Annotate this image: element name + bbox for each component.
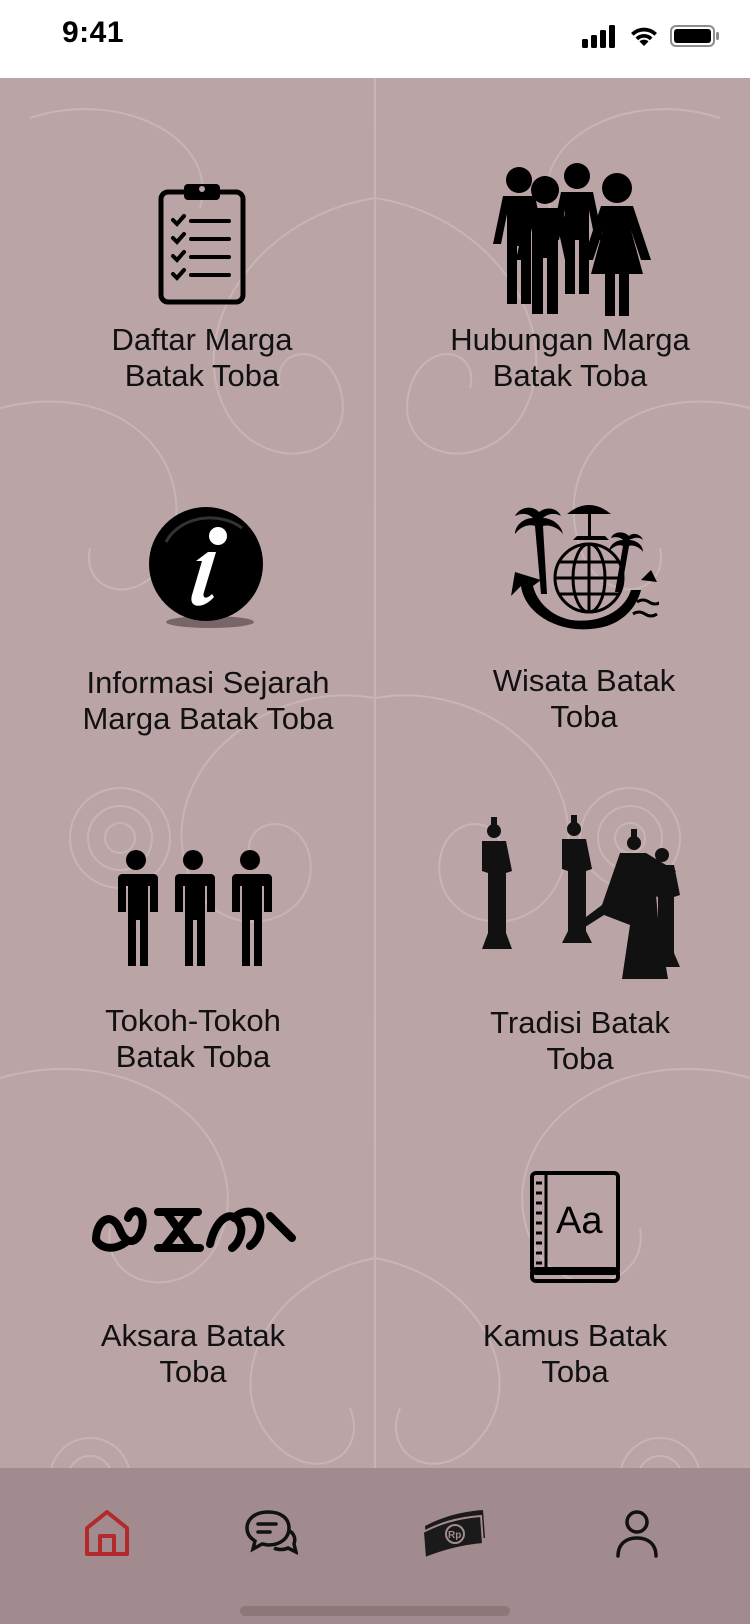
menu-hubungan-marga-label: Hubungan Marga Batak Toba xyxy=(450,322,690,393)
chat-bubbles-icon xyxy=(245,1510,298,1555)
menu-tradisi-label: Tradisi Batak Toba xyxy=(490,1005,670,1076)
menu-daftar-marga-label: Daftar Marga Batak Toba xyxy=(111,322,293,393)
people-group-icon xyxy=(485,163,655,316)
nav-payment-button[interactable]: Rp xyxy=(420,1498,490,1568)
three-persons-icon xyxy=(113,843,273,973)
nav-profile-button[interactable] xyxy=(602,1498,672,1568)
menu-informasi-sejarah-label: Informasi Sejarah Marga Batak Toba xyxy=(82,665,334,736)
traditional-dancers-icon xyxy=(470,813,690,983)
status-icons xyxy=(582,20,720,52)
battery-icon xyxy=(670,25,719,47)
status-bar: 9:41 xyxy=(0,0,750,78)
menu-aksara-label: Aksara Batak Toba xyxy=(100,1318,286,1389)
payment-badge-text: Rp xyxy=(448,1530,461,1541)
menu-aksara[interactable]: Aksara Batak Toba xyxy=(23,1158,363,1390)
info-icon xyxy=(146,503,270,633)
batak-script-icon xyxy=(88,1158,298,1298)
menu-wisata[interactable]: Wisata Batak Toba xyxy=(414,493,750,735)
home-indicator xyxy=(240,1606,510,1616)
nav-chat-button[interactable] xyxy=(236,1498,306,1568)
menu-tokoh[interactable]: Tokoh-Tokoh Batak Toba xyxy=(23,843,363,1075)
menu-tradisi[interactable]: Tradisi Batak Toba xyxy=(410,813,750,1077)
money-rupiah-icon: Rp xyxy=(421,1510,485,1558)
nav-home-button[interactable] xyxy=(72,1498,142,1568)
globe-travel-icon xyxy=(509,493,659,643)
wifi-icon xyxy=(631,27,657,46)
book-text: Aa xyxy=(556,1200,603,1242)
menu-wisata-label: Wisata Batak Toba xyxy=(492,663,676,734)
dictionary-book-icon: Aa xyxy=(528,1158,622,1298)
signal-icon xyxy=(582,25,615,48)
menu-daftar-marga[interactable]: Daftar Marga Batak Toba xyxy=(32,178,372,394)
user-icon xyxy=(616,1510,658,1558)
menu-informasi-sejarah[interactable]: Informasi Sejarah Marga Batak Toba xyxy=(38,503,378,737)
home-icon xyxy=(85,1510,129,1556)
menu-kamus[interactable]: Aa Kamus Batak Toba xyxy=(405,1158,745,1390)
menu-kamus-label: Kamus Batak Toba xyxy=(482,1318,668,1389)
clipboard-checklist-icon xyxy=(157,178,247,308)
menu-tokoh-label: Tokoh-Tokoh Batak Toba xyxy=(105,1003,281,1074)
status-time: 9:41 xyxy=(62,16,125,49)
menu-hubungan-marga[interactable]: Hubungan Marga Batak Toba xyxy=(400,163,740,394)
bottom-navigation: Rp xyxy=(0,1468,750,1624)
home-screen: Daftar Marga Batak Toba Hubungan Marga xyxy=(0,78,750,1624)
